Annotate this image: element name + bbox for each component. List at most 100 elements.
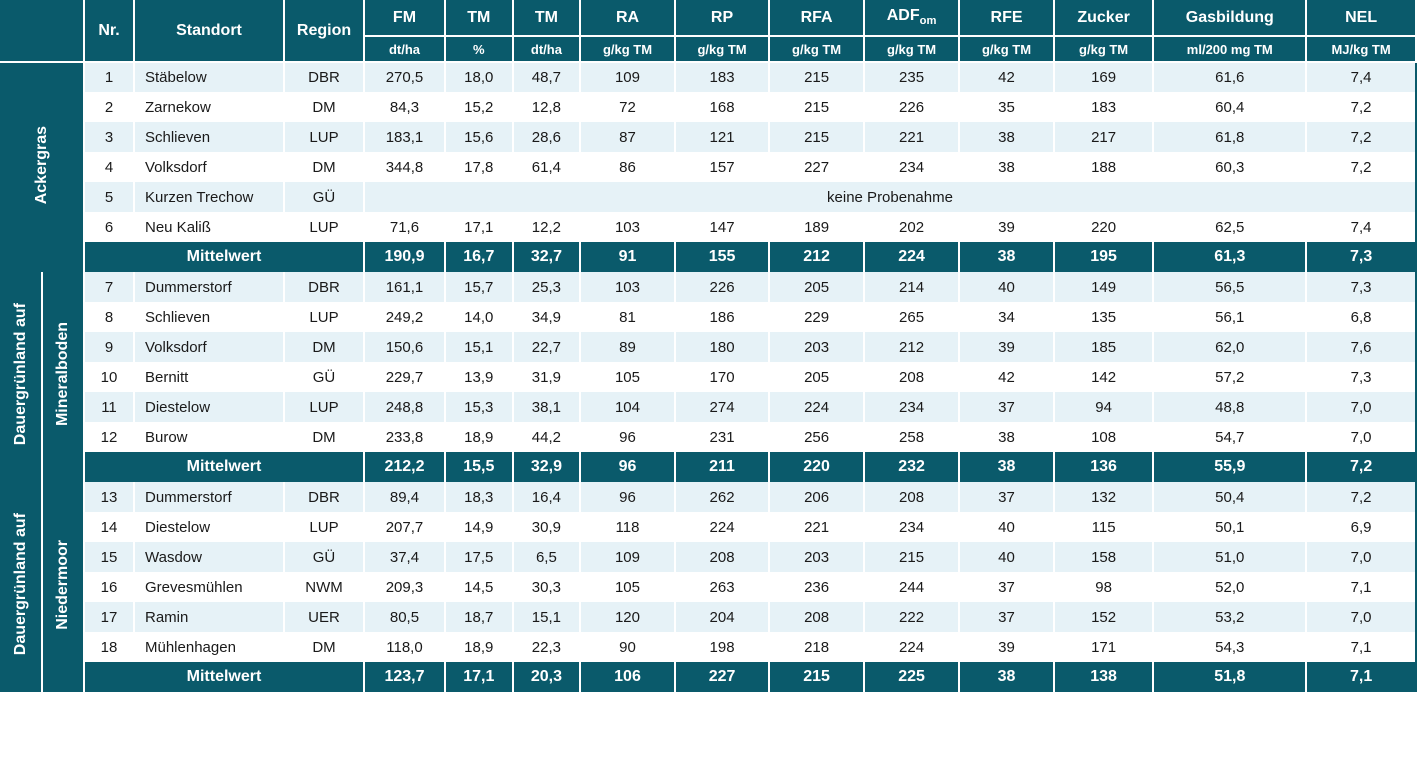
header-standort: Standort	[134, 0, 284, 62]
cell-value: 214	[864, 272, 959, 302]
group-label-b: Niedermoor	[42, 482, 84, 692]
cell-value: 132	[1054, 482, 1154, 512]
cell-value: 270,5	[364, 62, 445, 92]
cell-value: 15,2	[445, 92, 513, 122]
mean-row: Mittelwert190,916,732,791155212224381956…	[0, 242, 1416, 272]
cell-value: 53,2	[1153, 602, 1306, 632]
mean-value: 38	[959, 242, 1054, 272]
table-row: 9VolksdorfDM150,615,122,7891802032123918…	[0, 332, 1416, 362]
mean-value: 155	[675, 242, 770, 272]
cell-value: 7,1	[1306, 632, 1416, 662]
mean-value: 51,8	[1153, 662, 1306, 692]
cell-value: 263	[675, 572, 770, 602]
cell-value: 215	[769, 92, 864, 122]
cell-nr: 9	[84, 332, 134, 362]
cell-nr: 7	[84, 272, 134, 302]
cell-value: 218	[769, 632, 864, 662]
cell-value: 248,8	[364, 392, 445, 422]
cell-standort: Mühlenhagen	[134, 632, 284, 662]
mean-value: 32,7	[513, 242, 581, 272]
header-zucker: Zucker	[1054, 0, 1154, 36]
cell-value: 183	[675, 62, 770, 92]
table-row: 14DiestelowLUP207,714,930,91182242212344…	[0, 512, 1416, 542]
header-rfe: RFE	[959, 0, 1054, 36]
cell-value: 87	[580, 122, 675, 152]
group-label-b-text: Mineralboden	[53, 322, 73, 426]
cell-standort: Grevesmühlen	[134, 572, 284, 602]
table-row: 2ZarnekowDM84,315,212,872168215226351836…	[0, 92, 1416, 122]
cell-value: 7,2	[1306, 482, 1416, 512]
table-body: Ackergras1StäbelowDBR270,518,048,7109183…	[0, 62, 1416, 692]
cell-value: 152	[1054, 602, 1154, 632]
cell-value: 14,0	[445, 302, 513, 332]
cell-value: 37	[959, 392, 1054, 422]
cell-value: 234	[864, 512, 959, 542]
table-row: 6Neu KalißLUP71,617,112,2103147189202392…	[0, 212, 1416, 242]
cell-value: 98	[1054, 572, 1154, 602]
cell-standort: Volksdorf	[134, 332, 284, 362]
cell-value: 62,5	[1153, 212, 1306, 242]
cell-value: 37	[959, 602, 1054, 632]
cell-value: 206	[769, 482, 864, 512]
cell-value: 38	[959, 422, 1054, 452]
cell-nr: 8	[84, 302, 134, 332]
cell-value: 158	[1054, 542, 1154, 572]
table-row: Dauergrünland aufMineralboden7Dummerstor…	[0, 272, 1416, 302]
cell-value: 7,0	[1306, 392, 1416, 422]
cell-value: 39	[959, 332, 1054, 362]
cell-value: 244	[864, 572, 959, 602]
cell-value: 205	[769, 362, 864, 392]
cell-standort: Kurzen Trechow	[134, 182, 284, 212]
unit-rfa: g/kg TM	[769, 36, 864, 62]
cell-standort: Diestelow	[134, 512, 284, 542]
cell-value: 149	[1054, 272, 1154, 302]
cell-value: 121	[675, 122, 770, 152]
cell-value: 14,5	[445, 572, 513, 602]
cell-region: LUP	[284, 212, 364, 242]
header-nel: NEL	[1306, 0, 1416, 36]
cell-value: 180	[675, 332, 770, 362]
cell-value: 18,9	[445, 422, 513, 452]
group-label-a: Ackergras	[0, 62, 84, 272]
cell-value: 37,4	[364, 542, 445, 572]
unit-adf: g/kg TM	[864, 36, 959, 62]
cell-nr: 16	[84, 572, 134, 602]
cell-value: 7,2	[1306, 92, 1416, 122]
cell-value: 38	[959, 152, 1054, 182]
mean-value: 225	[864, 662, 959, 692]
cell-standort: Neu Kaliß	[134, 212, 284, 242]
cell-nr: 6	[84, 212, 134, 242]
cell-value: 115	[1054, 512, 1154, 542]
cell-value: 61,4	[513, 152, 581, 182]
cell-value: 54,3	[1153, 632, 1306, 662]
cell-no-sample: keine Probenahme	[364, 182, 1416, 212]
cell-nr: 3	[84, 122, 134, 152]
cell-value: 224	[675, 512, 770, 542]
unit-tm-pct: %	[445, 36, 513, 62]
cell-standort: Wasdow	[134, 542, 284, 572]
cell-value: 89,4	[364, 482, 445, 512]
cell-nr: 17	[84, 602, 134, 632]
cell-value: 118,0	[364, 632, 445, 662]
mean-value: 224	[864, 242, 959, 272]
cell-region: DBR	[284, 272, 364, 302]
cell-region: NWM	[284, 572, 364, 602]
cell-standort: Schlieven	[134, 302, 284, 332]
cell-value: 54,7	[1153, 422, 1306, 452]
cell-value: 226	[864, 92, 959, 122]
mean-value: 91	[580, 242, 675, 272]
cell-nr: 11	[84, 392, 134, 422]
cell-value: 118	[580, 512, 675, 542]
cell-value: 6,9	[1306, 512, 1416, 542]
mean-value: 38	[959, 452, 1054, 482]
group-label-b-text: Niedermoor	[53, 540, 73, 630]
cell-region: LUP	[284, 392, 364, 422]
cell-value: 256	[769, 422, 864, 452]
cell-value: 28,6	[513, 122, 581, 152]
cell-value: 344,8	[364, 152, 445, 182]
unit-gas: ml/200 mg TM	[1153, 36, 1306, 62]
cell-value: 18,9	[445, 632, 513, 662]
mean-value: 211	[675, 452, 770, 482]
cell-nr: 13	[84, 482, 134, 512]
group-label-a: Dauergrünland auf	[0, 272, 42, 482]
